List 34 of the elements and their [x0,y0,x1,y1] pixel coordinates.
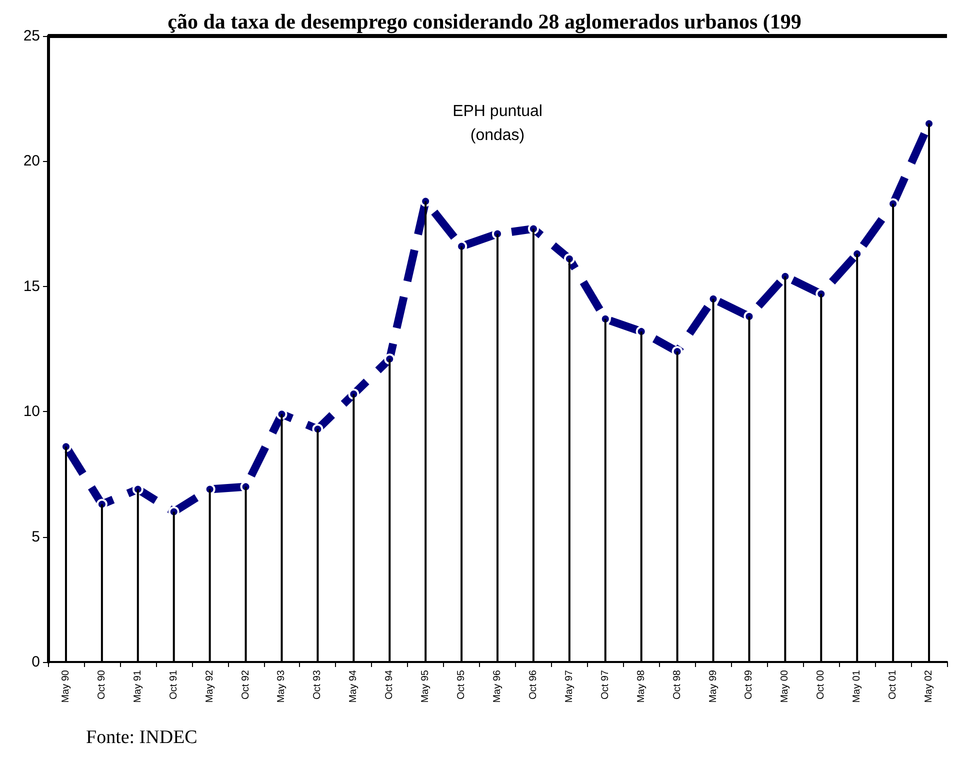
y-tick-label: 5 [32,528,40,546]
chart-title: ção da taxa de desemprego considerando 28 aglomerados urbanos (199 [168,10,802,34]
x-tick-label: May 01 [852,670,863,703]
x-tick-label: Oct 00 [816,670,827,700]
x-tick-label: Oct 01 [888,670,899,700]
x-tick-label: Oct 99 [744,670,755,700]
x-tick-label: May 00 [780,670,791,703]
x-tick-label: May 95 [420,670,432,703]
annotation: EPH puntual (ondas) [452,103,542,144]
x-tick-label: Oct 97 [600,670,611,700]
x-tick-label: Oct 92 [240,670,252,700]
y-tick-label: 10 [23,403,40,420]
y-tick-label: 25 [23,28,40,44]
x-tick-label: May 93 [276,670,288,703]
x-tick-label: May 96 [492,670,503,703]
x-tick-label: May 91 [132,670,144,703]
x-tick-label: Oct 95 [456,670,468,700]
x-tick-label: Oct 96 [528,670,539,700]
x-tick-label: Oct 94 [384,670,396,700]
x-tick-label: Oct 98 [672,670,683,700]
x-tick-label: May 02 [924,670,935,703]
source-note: Fonte: INDEC [86,727,198,748]
y-tick-label: 0 [32,654,40,670]
x-tick-label: Oct 91 [168,670,180,700]
x-tick-label: May 98 [636,670,647,703]
x-tick-label: Oct 93 [312,670,324,700]
x-tick-label: Oct 90 [96,670,108,700]
x-tick-label: May 90 [60,670,72,703]
y-tick-label: 15 [23,278,40,295]
x-tick-label: May 94 [348,670,360,703]
y-tick-label: 20 [23,152,40,170]
x-tick-label: May 97 [564,670,575,703]
x-tick-label: May 99 [708,670,719,703]
x-tick-label: May 92 [204,670,216,703]
